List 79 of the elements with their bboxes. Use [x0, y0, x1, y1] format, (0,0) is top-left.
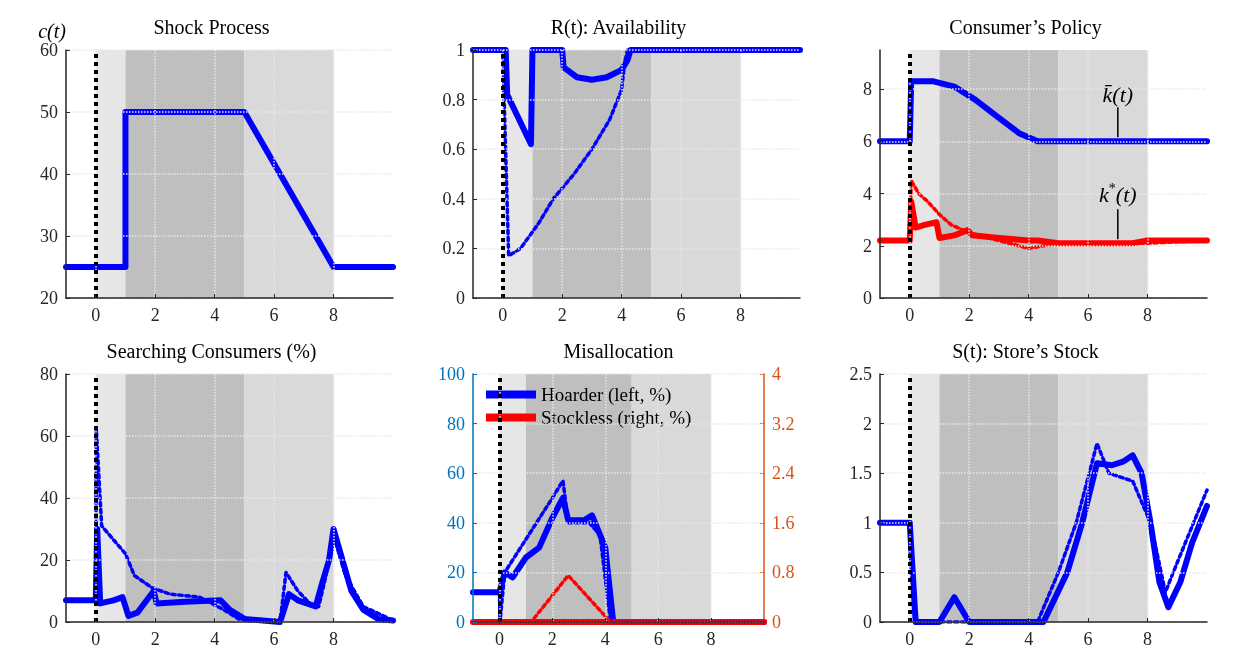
x-tick-label: 4 — [1024, 305, 1034, 325]
x-tick-label: 8 — [736, 305, 746, 325]
y-tick-label: 100 — [438, 364, 465, 384]
legend-label: Stockless (right, %) — [541, 407, 692, 429]
y2-tick-label: 1.6 — [772, 512, 795, 533]
y-tick-label: 4 — [863, 183, 872, 204]
x-tick-label: 2 — [557, 305, 567, 325]
x-tick-label: 4 — [1024, 629, 1034, 649]
x-tick-label: 6 — [676, 305, 686, 325]
y-tick-label: 2 — [863, 413, 872, 434]
y2-tick-label: 2.4 — [772, 463, 795, 484]
x-tick-label: 0 — [905, 305, 915, 325]
y-tick-label: 0 — [863, 612, 872, 632]
y-tick-label: 0.2 — [442, 238, 465, 259]
y-tick-label: 0 — [456, 288, 465, 308]
y-tick-label: 0.8 — [442, 89, 465, 110]
y2-tick-label: 0.8 — [772, 562, 795, 583]
x-tick-label: 0 — [905, 629, 915, 649]
x-tick-label: 2 — [547, 629, 557, 649]
chart-title: Misallocation — [563, 340, 674, 362]
x-tick-label: 8 — [706, 629, 716, 649]
x-tick-label: 8 — [1143, 629, 1153, 649]
x-tick-label: 8 — [329, 305, 339, 325]
y-tick-label: 8 — [863, 79, 872, 100]
y2-tick-label: 0 — [772, 612, 781, 632]
y-tick-label: 40 — [40, 164, 58, 184]
y-tick-label: 40 — [40, 488, 58, 508]
x-tick-label: 6 — [269, 629, 279, 649]
annotation: k*(t) — [1099, 180, 1137, 207]
chart-title: Consumer’s Policy — [949, 16, 1102, 39]
y-tick-label: 0.4 — [442, 188, 465, 209]
y-tick-label: 60 — [40, 426, 58, 446]
y-tick-label: 0 — [49, 612, 58, 632]
x-tick-label: 0 — [498, 305, 508, 325]
legend-label: Hoarder (left, %) — [541, 384, 672, 406]
y-tick-label: 1 — [863, 512, 872, 533]
y-tick-label: 2 — [863, 235, 872, 256]
annotation: k̄(t) — [1102, 81, 1134, 107]
x-tick-label: 4 — [210, 305, 220, 325]
y-tick-label: 80 — [40, 364, 58, 384]
chart-title: R(t): Availability — [550, 16, 687, 39]
chart-title: Shock Process — [153, 16, 270, 38]
y-tick-label: 1 — [456, 40, 465, 60]
x-tick-label: 6 — [269, 305, 279, 325]
x-tick-label: 2 — [150, 629, 160, 649]
y-tick-label: 0.6 — [442, 139, 465, 160]
y-tick-label: 20 — [40, 288, 58, 308]
chart-title: S(t): Store’s Stock — [952, 340, 1099, 363]
chart-title: Searching Consumers (%) — [106, 340, 317, 363]
y2-tick-label: 4 — [772, 364, 781, 384]
y-tick-label: 0 — [863, 288, 872, 308]
y-tick-label: 20 — [447, 562, 465, 583]
x-tick-label: 4 — [617, 305, 627, 325]
y-tick-label: 60 — [447, 463, 465, 484]
x-tick-label: 6 — [653, 629, 663, 649]
x-tick-label: 8 — [1143, 305, 1153, 325]
x-tick-label: 6 — [1083, 305, 1093, 325]
x-tick-label: 2 — [964, 305, 974, 325]
x-tick-label: 0 — [91, 305, 101, 325]
y-tick-label: 50 — [40, 102, 58, 122]
y-tick-label: 40 — [447, 512, 465, 533]
y-tick-label: 1.5 — [849, 463, 872, 484]
y2-tick-label: 3.2 — [772, 413, 795, 434]
x-tick-label: 0 — [494, 629, 504, 649]
x-tick-label: 4 — [600, 629, 610, 649]
y-tick-label: 0.5 — [849, 562, 872, 583]
y-tick-label: 2.5 — [849, 364, 872, 384]
x-tick-label: 2 — [150, 305, 160, 325]
y-tick-label: 0 — [456, 612, 465, 632]
x-tick-label: 0 — [91, 629, 101, 649]
y-tick-label: 6 — [863, 131, 872, 152]
y-axis-title: c(t) — [38, 20, 67, 44]
x-tick-label: 8 — [329, 629, 339, 649]
y-tick-label: 30 — [40, 226, 58, 246]
x-tick-label: 2 — [964, 629, 974, 649]
y-tick-label: 80 — [447, 413, 465, 434]
x-tick-label: 4 — [210, 629, 220, 649]
x-tick-label: 6 — [1083, 629, 1093, 649]
y-tick-label: 20 — [40, 550, 58, 570]
